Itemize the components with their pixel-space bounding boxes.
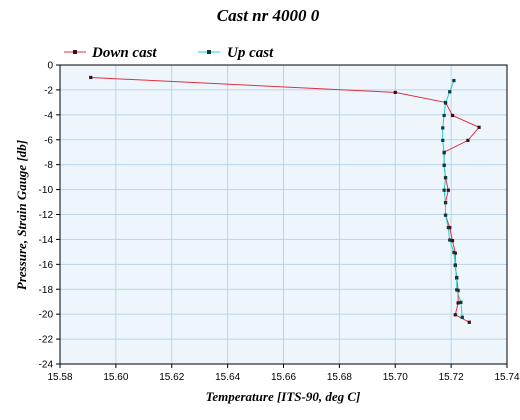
y-tick-label: -4 — [44, 110, 53, 121]
legend-label-up-cast: Up cast — [227, 45, 274, 61]
data-point — [443, 101, 448, 105]
x-tick-label: 15.70 — [383, 372, 408, 383]
data-point — [455, 288, 459, 292]
y-axis: 0 -2 -4 -6 -8 -10 -12 -14 -16 -18 -20 -22 -24 — [39, 61, 60, 371]
y-axis-label: Pressure, Strain Gauge [db] — [14, 140, 29, 290]
data-point — [459, 300, 463, 304]
data-point — [442, 151, 446, 155]
data-point — [460, 315, 464, 319]
data-point — [446, 225, 450, 230]
x-axis: 15.58 15.60 15.62 15.64 15.66 15.68 15.70 15.72… — [47, 364, 520, 383]
data-point — [453, 263, 457, 267]
legend-item-up-cast: Up cast — [198, 45, 274, 61]
data-point — [446, 188, 450, 192]
data-point — [442, 188, 446, 192]
data-point — [448, 90, 452, 94]
y-tick-label: -12 — [39, 210, 54, 221]
data-point — [89, 75, 93, 80]
data-point — [443, 201, 448, 205]
data-point — [450, 113, 455, 118]
y-tick-label: -2 — [44, 85, 53, 96]
x-axis-label: Temperature [ITS-90, deg C] — [206, 389, 361, 404]
y-tick-label: -14 — [39, 235, 54, 246]
data-point — [441, 126, 445, 130]
data-point — [441, 138, 445, 142]
data-point — [443, 176, 448, 180]
data-point — [453, 313, 457, 317]
legend-item-down-cast: Down cast — [64, 45, 157, 61]
data-point — [466, 138, 470, 142]
data-point — [452, 78, 456, 83]
chart-title: Cast nr 4000 0 — [217, 6, 320, 25]
legend: Down cast Up cast — [64, 45, 274, 61]
x-tick-label: 15.64 — [215, 372, 240, 383]
data-point — [442, 113, 446, 118]
x-tick-label: 15.66 — [271, 372, 296, 383]
data-point — [477, 125, 481, 129]
data-point — [452, 250, 456, 255]
data-point — [450, 239, 455, 243]
data-point — [456, 301, 460, 305]
data-point — [467, 320, 471, 324]
x-tick-label: 15.72 — [439, 372, 464, 383]
x-tick-label: 15.62 — [159, 372, 184, 383]
series-up-cast — [441, 78, 464, 319]
data-point — [443, 213, 448, 217]
x-tick-label: 15.60 — [103, 372, 128, 383]
series-line — [442, 80, 463, 318]
y-tick-label: -16 — [39, 260, 54, 271]
y-tick-label: -24 — [39, 360, 54, 371]
y-tick-label: -20 — [39, 310, 54, 321]
legend-marker-up-cast — [207, 50, 211, 54]
data-point — [393, 90, 397, 95]
data-point — [448, 238, 452, 242]
y-tick-label: -10 — [39, 185, 54, 196]
y-tick-label: 0 — [47, 61, 53, 72]
data-point — [455, 275, 459, 280]
y-tick-label: -6 — [44, 135, 53, 146]
y-tick-label: -18 — [39, 285, 54, 296]
series-layer — [89, 75, 481, 324]
y-tick-label: -8 — [44, 160, 53, 171]
legend-label-down-cast: Down cast — [91, 45, 157, 61]
x-tick-label: 15.68 — [327, 372, 352, 383]
x-tick-label: 15.74 — [494, 372, 519, 383]
x-tick-label: 15.58 — [47, 372, 72, 383]
data-point — [442, 163, 446, 167]
legend-marker-down-cast — [73, 50, 77, 54]
y-tick-label: -22 — [39, 335, 54, 346]
